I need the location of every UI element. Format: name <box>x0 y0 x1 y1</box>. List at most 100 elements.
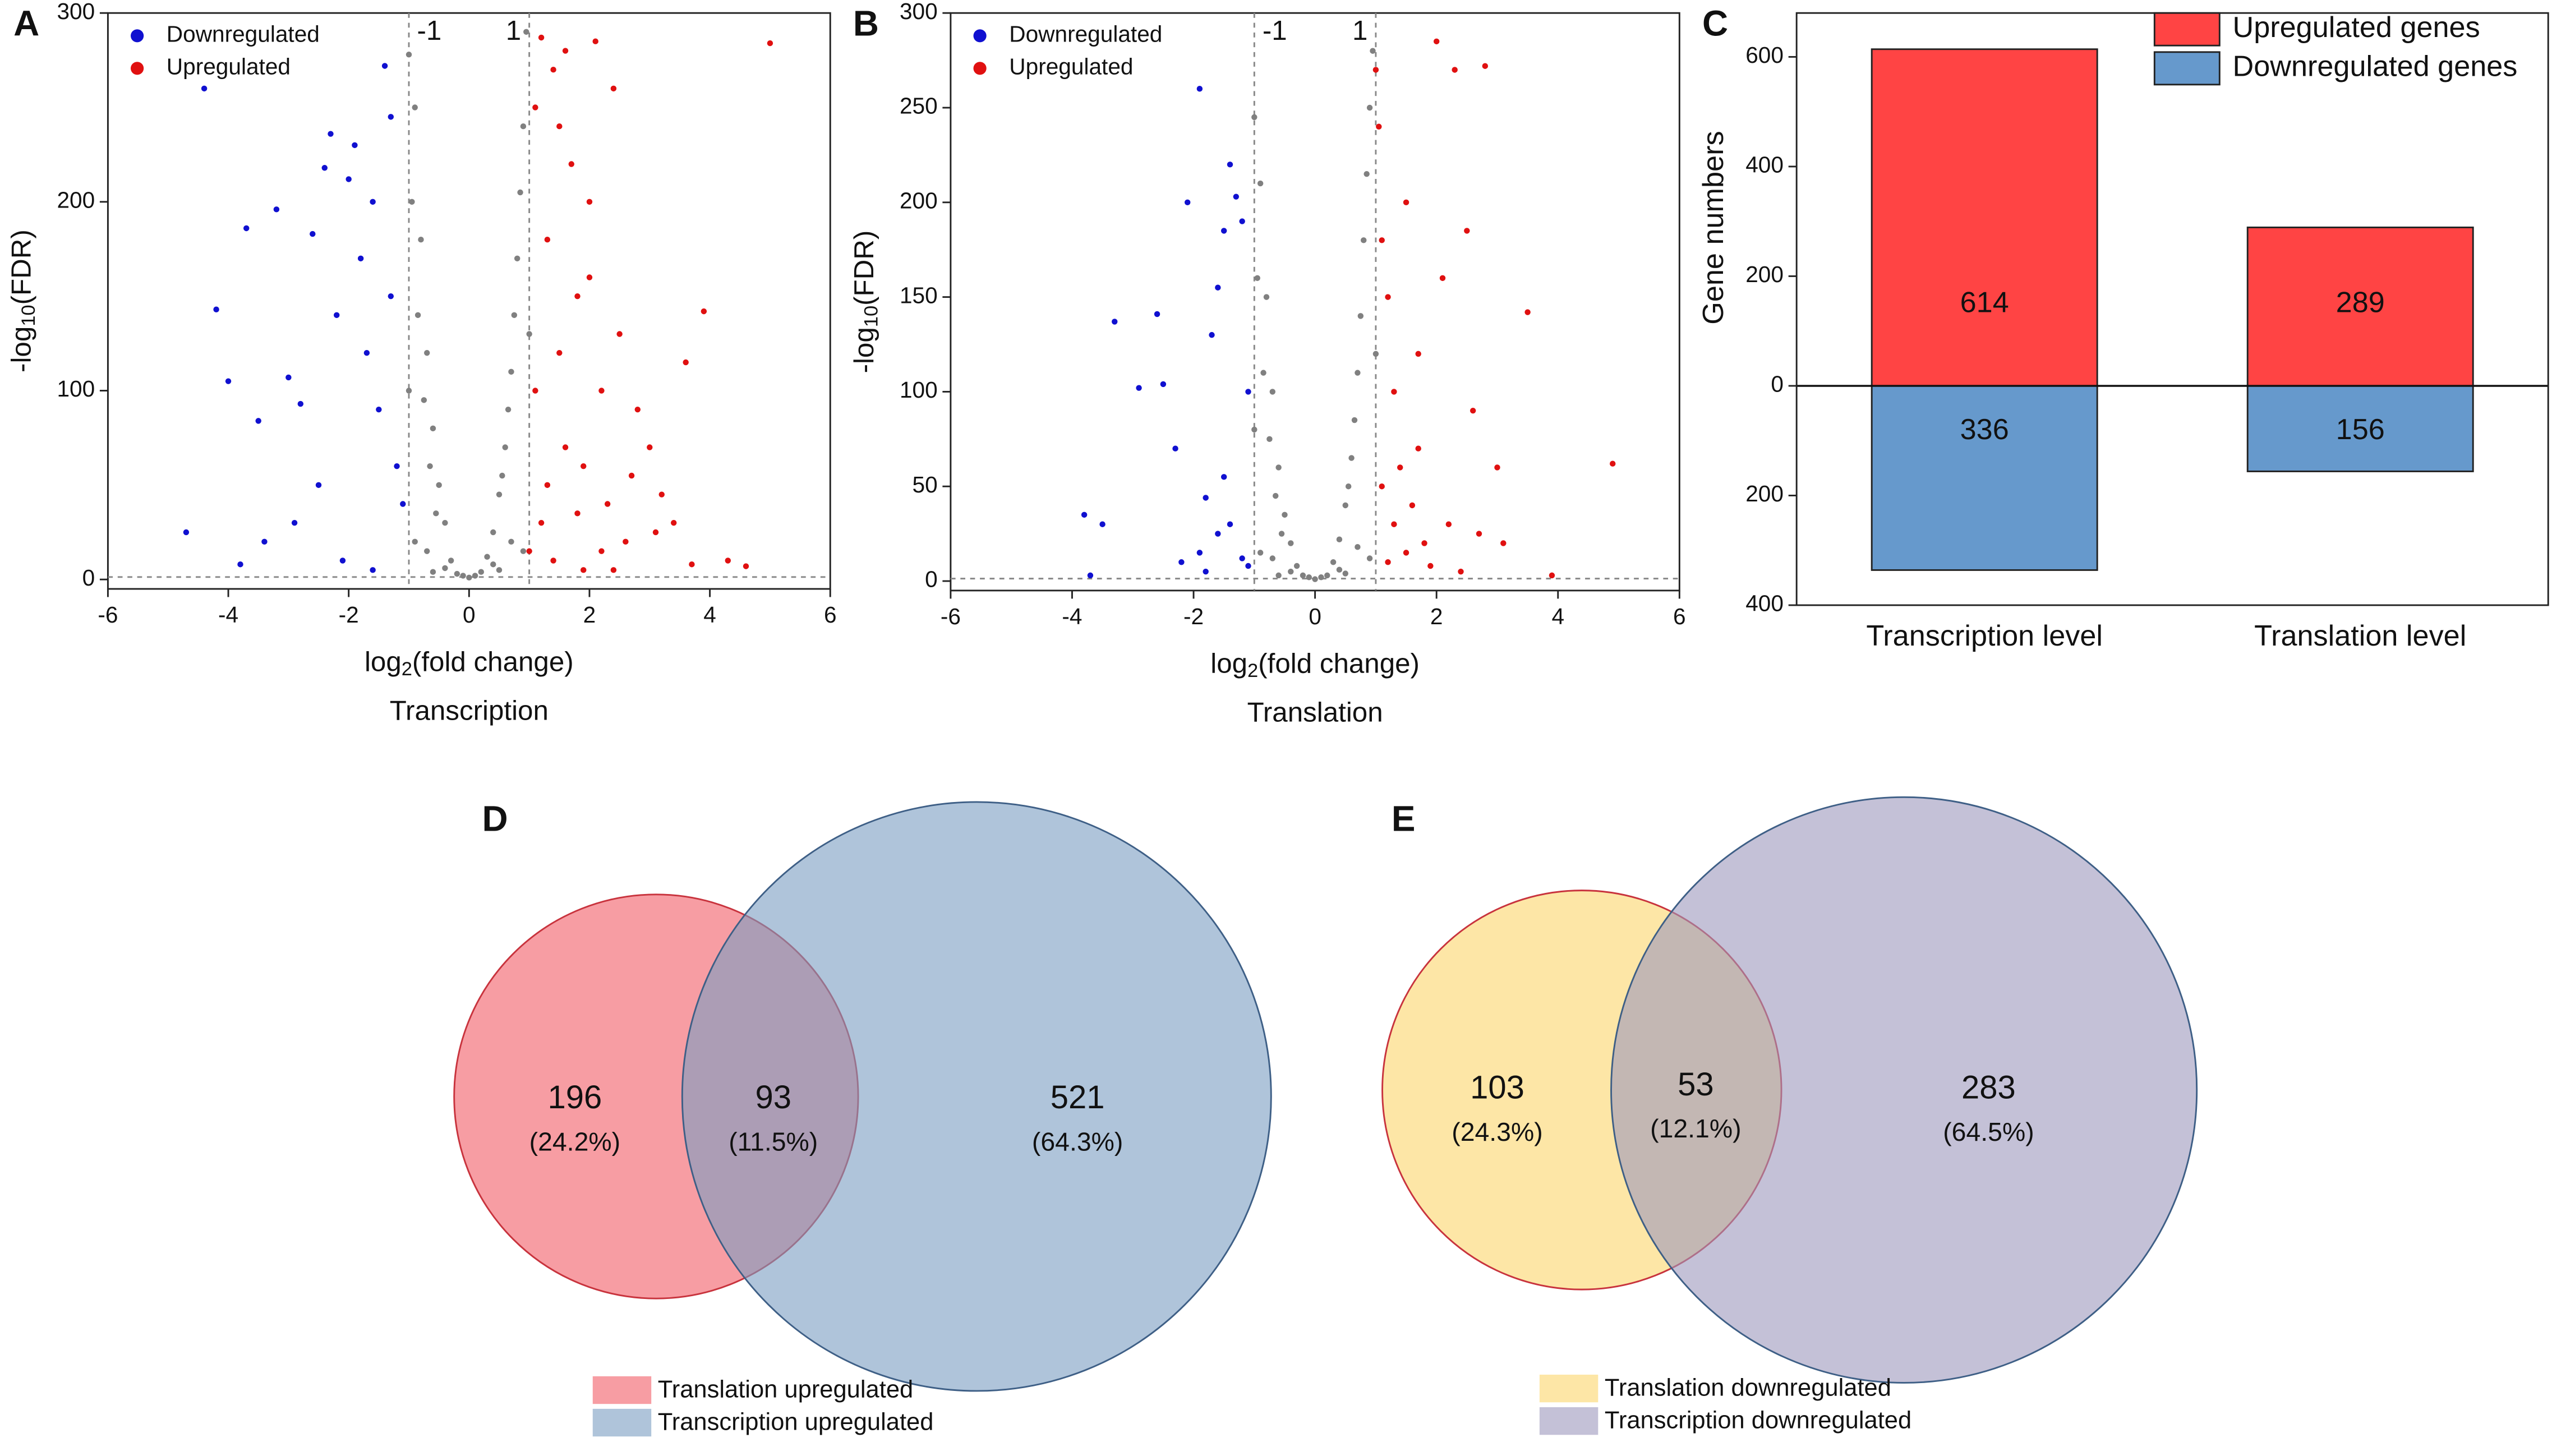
point <box>1288 568 1294 575</box>
point <box>406 388 412 394</box>
y-tick-label: 100 <box>57 376 95 402</box>
point <box>472 573 478 579</box>
venn-set <box>1610 796 2198 1384</box>
point <box>1196 86 1203 92</box>
legend-label: Upregulated <box>1009 54 1133 80</box>
point <box>1357 313 1364 319</box>
point <box>556 349 563 356</box>
point <box>1464 228 1470 234</box>
point <box>1403 550 1409 556</box>
point <box>1288 540 1294 546</box>
axis-label: Gene numbers <box>1697 131 1730 324</box>
legend-swatch <box>1539 1374 1599 1403</box>
point <box>532 388 538 394</box>
point <box>1220 228 1227 234</box>
point <box>725 557 731 564</box>
point <box>658 491 665 497</box>
point <box>550 66 556 73</box>
point <box>430 569 436 575</box>
point <box>1227 521 1233 527</box>
point <box>520 123 527 130</box>
point <box>183 529 190 536</box>
region-count: 196 <box>547 1079 602 1116</box>
legend-swatch <box>592 1376 652 1404</box>
point <box>1549 572 1555 579</box>
legend-label: Downregulated <box>1009 21 1162 47</box>
bar <box>2246 226 2474 387</box>
x-tick-label: 6 <box>824 602 837 628</box>
point <box>201 85 208 92</box>
point <box>370 567 376 573</box>
point <box>423 349 430 356</box>
legend-label: Transcription upregulated <box>658 1408 934 1435</box>
legend-swatch <box>2153 51 2221 86</box>
point <box>701 308 707 315</box>
legend-label: Downregulated <box>167 21 320 47</box>
point <box>328 131 334 137</box>
region-count: 283 <box>1961 1070 2016 1106</box>
x-tick-label: 4 <box>1551 603 1564 629</box>
point <box>421 397 427 403</box>
region-percent: (12.1%) <box>1650 1114 1741 1143</box>
value-label: 289 <box>2336 287 2385 319</box>
region-percent: (64.5%) <box>1943 1117 2034 1146</box>
point <box>496 567 503 573</box>
point <box>1376 123 1382 130</box>
legend-marker <box>973 62 987 75</box>
point <box>1458 568 1464 575</box>
point <box>1209 331 1215 338</box>
legend-label: Upregulated <box>167 54 291 80</box>
point <box>610 85 617 92</box>
point <box>321 165 328 171</box>
panel-letter: B <box>853 3 879 43</box>
point <box>1439 275 1446 282</box>
point <box>1470 407 1476 414</box>
y-tick-label: 300 <box>57 0 95 24</box>
point <box>442 519 448 526</box>
point <box>466 574 472 581</box>
region-percent: (24.3%) <box>1452 1117 1542 1146</box>
legend-label: Transcription downregulated <box>1605 1407 1911 1434</box>
point <box>526 548 532 554</box>
y-tick-label: 250 <box>900 93 938 119</box>
y-tick-label: 400 <box>1745 152 1784 178</box>
point <box>520 548 527 554</box>
point <box>436 482 442 489</box>
point <box>213 306 219 312</box>
x-tick-label: -2 <box>339 602 359 628</box>
point <box>333 312 340 319</box>
point <box>1391 389 1397 395</box>
y-tick-label: 200 <box>1745 481 1784 506</box>
x-tick-label: -6 <box>941 603 961 629</box>
threshold-label: 1 <box>1352 15 1367 46</box>
point <box>1220 474 1227 480</box>
point <box>478 569 485 575</box>
axis-label-sub: 10 <box>861 306 882 327</box>
point <box>1355 370 1361 376</box>
point <box>628 472 635 479</box>
x-tick-label: 0 <box>1309 603 1321 629</box>
point <box>623 538 629 545</box>
y-tick-label: 0 <box>925 566 938 592</box>
point <box>1245 563 1251 569</box>
point <box>433 510 439 517</box>
axis-label-part: log <box>365 646 402 677</box>
point <box>1263 294 1270 300</box>
legend-marker <box>973 29 987 43</box>
point <box>225 378 232 384</box>
x-tick-label: 6 <box>1673 603 1686 629</box>
point <box>743 563 749 569</box>
point <box>273 206 280 213</box>
axis-label-part: -log <box>849 327 879 373</box>
point <box>442 565 448 572</box>
y-tick-label: 100 <box>900 377 938 403</box>
point <box>652 529 659 536</box>
point <box>1282 512 1288 518</box>
threshold-label: 1 <box>506 15 521 46</box>
axis-label-sub: 2 <box>402 658 412 680</box>
region-percent: (64.3%) <box>1032 1127 1123 1156</box>
axis-label-sub: 2 <box>1247 660 1258 681</box>
point <box>1385 294 1391 300</box>
point <box>1160 381 1167 388</box>
